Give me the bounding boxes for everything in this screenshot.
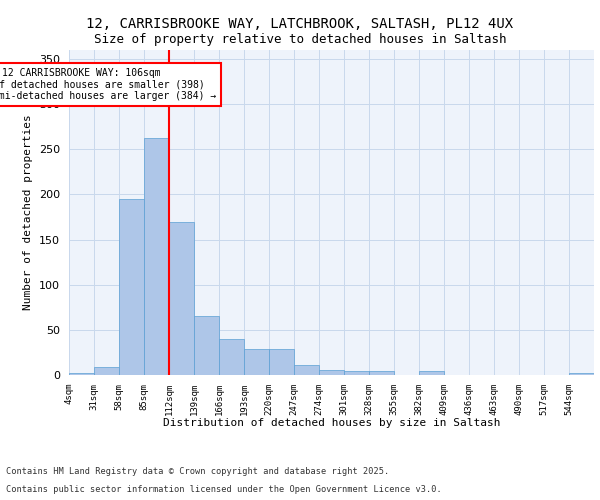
Text: Contains public sector information licensed under the Open Government Licence v3: Contains public sector information licen… (6, 485, 442, 494)
Text: 12, CARRISBROOKE WAY, LATCHBROOK, SALTASH, PL12 4UX: 12, CARRISBROOKE WAY, LATCHBROOK, SALTAS… (86, 18, 514, 32)
Text: Contains HM Land Registry data © Crown copyright and database right 2025.: Contains HM Land Registry data © Crown c… (6, 467, 389, 476)
Bar (319, 370, 344, 375)
Bar (219, 339, 244, 375)
X-axis label: Distribution of detached houses by size in Saltash: Distribution of detached houses by size … (163, 418, 500, 428)
Bar (194, 316, 219, 375)
Y-axis label: Number of detached properties: Number of detached properties (23, 114, 33, 310)
Bar (269, 349, 294, 375)
Bar (244, 349, 269, 375)
Bar (144, 138, 169, 375)
Bar (369, 372, 394, 375)
Bar (69, 373, 94, 375)
Bar (169, 222, 194, 375)
Bar (94, 367, 119, 375)
Bar (419, 372, 444, 375)
Bar (294, 365, 319, 375)
Bar (119, 199, 144, 375)
Text: Size of property relative to detached houses in Saltash: Size of property relative to detached ho… (94, 32, 506, 46)
Bar (344, 372, 369, 375)
Bar (569, 373, 594, 375)
Text: 12 CARRISBROOKE WAY: 106sqm
← 51% of detached houses are smaller (398)
49% of se: 12 CARRISBROOKE WAY: 106sqm ← 51% of det… (0, 68, 217, 102)
